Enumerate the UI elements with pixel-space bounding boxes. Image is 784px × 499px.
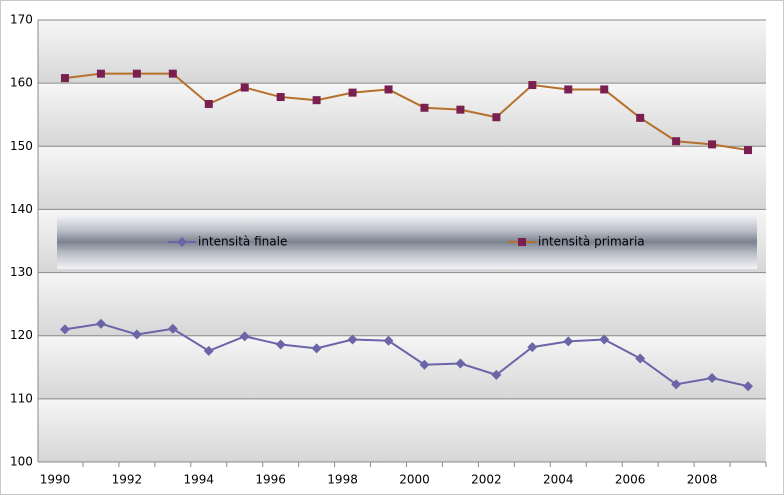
y-tick-label: 140	[10, 202, 33, 216]
plot-band	[38, 398, 766, 462]
x-tick-label: 2004	[543, 473, 574, 487]
x-tick-label: 1992	[112, 473, 143, 487]
marker	[527, 342, 538, 353]
y-tick-label: 160	[10, 76, 33, 90]
y-tick-label: 110	[10, 391, 33, 405]
marker	[707, 373, 718, 384]
marker	[312, 96, 321, 105]
plot-band	[38, 83, 766, 147]
marker	[168, 69, 177, 78]
marker	[311, 343, 322, 354]
marker	[671, 379, 682, 390]
marker	[518, 238, 526, 246]
plot-band	[38, 20, 766, 84]
marker	[420, 103, 429, 112]
marker	[636, 113, 645, 122]
marker	[564, 85, 573, 94]
marker	[744, 146, 753, 155]
x-tick-label: 2000	[399, 473, 430, 487]
y-tick-label: 170	[10, 13, 33, 27]
x-tick-label: 1996	[255, 473, 286, 487]
marker	[599, 334, 610, 345]
y-tick-label: 100	[10, 455, 33, 469]
marker	[419, 359, 430, 370]
series-line	[64, 322, 749, 388]
plot-band	[38, 272, 766, 336]
marker	[383, 335, 394, 346]
x-tick-label: 1994	[184, 473, 215, 487]
marker	[204, 99, 213, 108]
marker	[635, 353, 646, 364]
plot-band	[38, 146, 766, 210]
marker	[455, 358, 466, 369]
marker	[347, 334, 358, 345]
series-line	[64, 72, 749, 152]
marker	[132, 69, 141, 78]
legend-label: intensità finale	[198, 235, 287, 249]
marker	[348, 88, 357, 97]
y-tick-label: 120	[10, 328, 33, 342]
marker	[276, 93, 285, 102]
marker	[492, 113, 501, 122]
marker	[672, 137, 681, 146]
marker	[167, 323, 178, 334]
marker	[59, 324, 70, 335]
marker	[60, 74, 69, 83]
marker	[600, 85, 609, 94]
marker	[239, 331, 250, 342]
marker	[240, 83, 249, 92]
marker	[743, 381, 754, 392]
marker	[384, 85, 393, 94]
x-tick-label: 2002	[471, 473, 502, 487]
marker	[203, 345, 214, 356]
marker	[456, 105, 465, 114]
marker	[131, 329, 142, 340]
legend-label: intensità primaria	[538, 235, 645, 249]
marker	[491, 369, 502, 380]
legend-box	[57, 215, 757, 269]
plot-band	[38, 335, 766, 399]
y-tick-label: 150	[10, 139, 33, 153]
x-tick-label: 2006	[615, 473, 646, 487]
marker	[708, 140, 717, 149]
x-tick-label: 1998	[327, 473, 358, 487]
marker	[96, 69, 105, 78]
y-tick-label: 130	[10, 265, 33, 279]
marker	[177, 237, 187, 247]
marker	[95, 318, 106, 329]
marker	[275, 339, 286, 350]
x-tick-label: 1990	[40, 473, 71, 487]
marker	[528, 81, 537, 90]
marker	[563, 336, 574, 347]
x-tick-label: 2008	[687, 473, 718, 487]
